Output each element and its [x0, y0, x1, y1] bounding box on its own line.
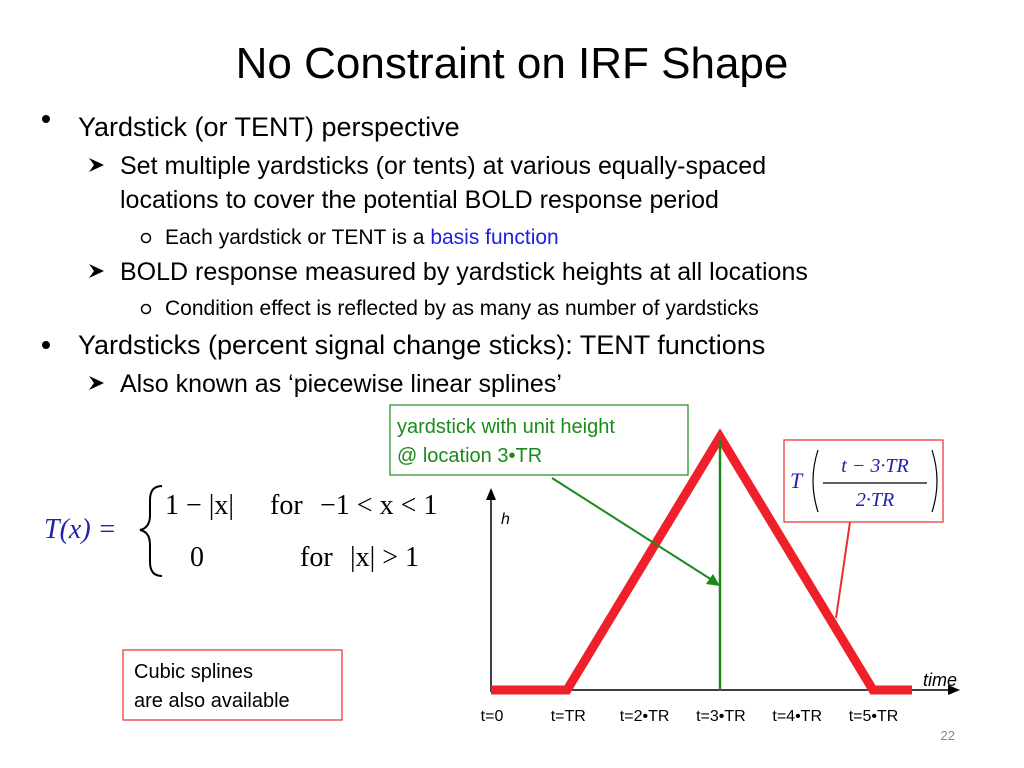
- page-number: 22: [941, 728, 955, 743]
- sub-text: Set multiple yardsticks (or tents) at va…: [120, 152, 766, 180]
- x-label: time: [923, 670, 957, 690]
- arrow-bullet: [89, 376, 104, 390]
- callout-box: [389, 404, 689, 476]
- eq-for: for: [300, 542, 333, 573]
- brace: [139, 485, 163, 577]
- parens: [812, 449, 938, 513]
- link-text: basis function: [430, 226, 558, 249]
- callout-text: @ location 3•TR: [397, 445, 542, 467]
- y-label: h: [501, 511, 510, 528]
- bullet-text: Yardstick (or TENT) perspective: [78, 112, 460, 142]
- bullet: [42, 115, 50, 123]
- denominator: 2·TR: [856, 489, 894, 511]
- arrowhead: [948, 685, 960, 695]
- eq-case: 0: [190, 542, 204, 573]
- time-tick-label: t=2•TR: [620, 708, 670, 725]
- subsub-text: Condition effect is reflected by as many…: [165, 297, 759, 320]
- eq-for: for: [270, 490, 303, 521]
- sub-text: Also known as ‘piecewise linear splines’: [120, 370, 562, 398]
- time-tick-label: t=4•TR: [772, 708, 822, 725]
- title: No Constraint on IRF Shape: [236, 39, 789, 88]
- eq-cond: −1 < x < 1: [320, 490, 437, 521]
- arrowhead: [486, 488, 496, 500]
- formula-name: T: [790, 468, 804, 493]
- numerator: t − 3·TR: [841, 455, 908, 477]
- sub-text: locations to cover the potential BOLD re…: [120, 186, 719, 214]
- callout-arrow: [551, 477, 713, 581]
- note-text: Cubic splines: [134, 661, 253, 683]
- bullet-text: Yardsticks (percent signal change sticks…: [78, 330, 765, 360]
- sub-text: BOLD response measured by yardstick heig…: [120, 258, 808, 286]
- arrow-bullet: [89, 158, 104, 172]
- eq-lhs: T(x) =: [44, 514, 117, 545]
- note-text: are also available: [134, 690, 290, 712]
- formula-pointer: [835, 521, 851, 619]
- time-tick-label: t=0: [481, 708, 504, 725]
- eq-cond: |x| > 1: [350, 542, 419, 573]
- callout-text: yardstick with unit height: [397, 416, 615, 438]
- arrowhead: [706, 574, 720, 586]
- circle-bullet: [140, 303, 152, 315]
- formula-box: [783, 439, 944, 523]
- text: Each yardstick or TENT is a: [165, 226, 430, 249]
- note-box: [122, 649, 343, 721]
- subsub-text: Each yardstick or TENT is a basis functi…: [165, 226, 559, 249]
- tent: [491, 428, 912, 695]
- bullet: [42, 341, 50, 349]
- arrow-bullet: [89, 264, 104, 278]
- circle-bullet: [140, 232, 152, 244]
- time-tick-label: t=3•TR: [696, 708, 746, 725]
- eq-case: 1 − |x|: [165, 490, 234, 521]
- time-tick-label: t=TR: [551, 708, 586, 725]
- time-tick-label: t=5•TR: [849, 708, 899, 725]
